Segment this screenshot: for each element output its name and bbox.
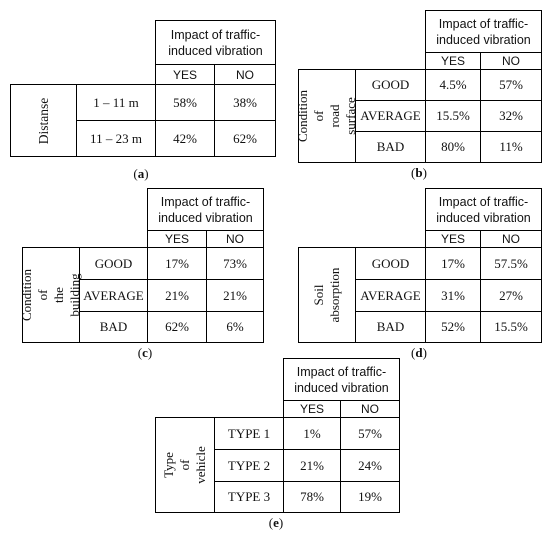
- table-b-factor-label: Condition of road surface: [295, 69, 358, 163]
- table-b-row3-no: 11%: [480, 131, 542, 163]
- table-d-row3-yes: 52%: [425, 311, 481, 343]
- table-a-row2-yes: 42%: [155, 120, 215, 157]
- table-d-row3-no: 15.5%: [480, 311, 542, 343]
- table-c-col-yes: YES: [147, 230, 207, 248]
- table-c-row3-no: 6%: [206, 311, 264, 343]
- table-c-row2-no: 21%: [206, 279, 264, 312]
- table-e-row1-yes: 1%: [283, 417, 341, 450]
- table-b-row2-no: 32%: [480, 100, 542, 132]
- table-e-factor-label: Type of vehicle: [155, 417, 215, 513]
- table-a-factor-label: Distanse: [10, 84, 77, 157]
- table-e-col-no: NO: [340, 400, 400, 418]
- table-b-header: Impact of traffic- induced vibration: [425, 10, 542, 53]
- table-c-row3-yes: 62%: [147, 311, 207, 343]
- table-b-row1-no: 57%: [480, 69, 542, 101]
- table-d-row1-yes: 17%: [425, 247, 481, 280]
- table-b-row3-yes: 80%: [425, 131, 481, 163]
- table-c-row2-yes: 21%: [147, 279, 207, 312]
- table-c-row3-label: BAD: [79, 311, 148, 343]
- table-e-row1-label: TYPE 1: [214, 417, 284, 450]
- table-b-col-no: NO: [480, 52, 542, 70]
- table-e-caption: (e): [268, 515, 284, 530]
- table-c-header: Impact of traffic- induced vibration: [147, 188, 264, 231]
- table-b-col-yes: YES: [425, 52, 481, 70]
- table-e-row2-no: 24%: [340, 449, 400, 482]
- table-e-header: Impact of traffic- induced vibration: [283, 358, 400, 401]
- table-c-row1-yes: 17%: [147, 247, 207, 280]
- table-a-row1-yes: 58%: [155, 84, 215, 121]
- table-a-col-yes: YES: [155, 64, 215, 85]
- table-a-row1-no: 38%: [214, 84, 276, 121]
- table-c-row2-label: AVERAGE: [79, 279, 148, 312]
- table-e-row2-yes: 21%: [283, 449, 341, 482]
- table-d-caption: (d): [411, 345, 427, 360]
- table-c-caption: (c): [137, 345, 153, 360]
- table-c-row1-no: 73%: [206, 247, 264, 280]
- table-b-row1-label: GOOD: [355, 69, 426, 101]
- table-e-row1-no: 57%: [340, 417, 400, 450]
- table-d-header: Impact of traffic- induced vibration: [425, 188, 542, 231]
- table-e-row3-label: TYPE 3: [214, 481, 284, 513]
- table-e-row3-no: 19%: [340, 481, 400, 513]
- table-a-header: Impact of traffic- induced vibration: [155, 20, 276, 65]
- table-d-row1-no: 57.5%: [480, 247, 542, 280]
- table-e-row3-yes: 78%: [283, 481, 341, 513]
- table-b-row2-yes: 15.5%: [425, 100, 481, 132]
- table-d-row1-label: GOOD: [355, 247, 426, 280]
- table-d-col-yes: YES: [425, 230, 481, 248]
- table-c-row1-label: GOOD: [79, 247, 148, 280]
- table-d-row2-no: 27%: [480, 279, 542, 312]
- table-b-row3-label: BAD: [355, 131, 426, 163]
- table-c-col-no: NO: [206, 230, 264, 248]
- table-d-row2-label: AVERAGE: [355, 279, 426, 312]
- table-d-row2-yes: 31%: [425, 279, 481, 312]
- table-c-factor-label: Condition of the building: [19, 247, 82, 343]
- table-b-caption: (b): [411, 165, 427, 180]
- table-e-col-yes: YES: [283, 400, 341, 418]
- table-a-caption: (a): [133, 166, 149, 181]
- table-d-factor-label: Soil absorption: [298, 247, 356, 343]
- table-a-row2-no: 62%: [214, 120, 276, 157]
- table-b-row1-yes: 4.5%: [425, 69, 481, 101]
- table-b-row2-label: AVERAGE: [355, 100, 426, 132]
- table-a-row2-label: 11 – 23 m: [76, 120, 156, 157]
- table-a-row1-label: 1 – 11 m: [76, 84, 156, 121]
- table-e-row2-label: TYPE 2: [214, 449, 284, 482]
- table-a-col-no: NO: [214, 64, 276, 85]
- table-d-col-no: NO: [480, 230, 542, 248]
- table-d-row3-label: BAD: [355, 311, 426, 343]
